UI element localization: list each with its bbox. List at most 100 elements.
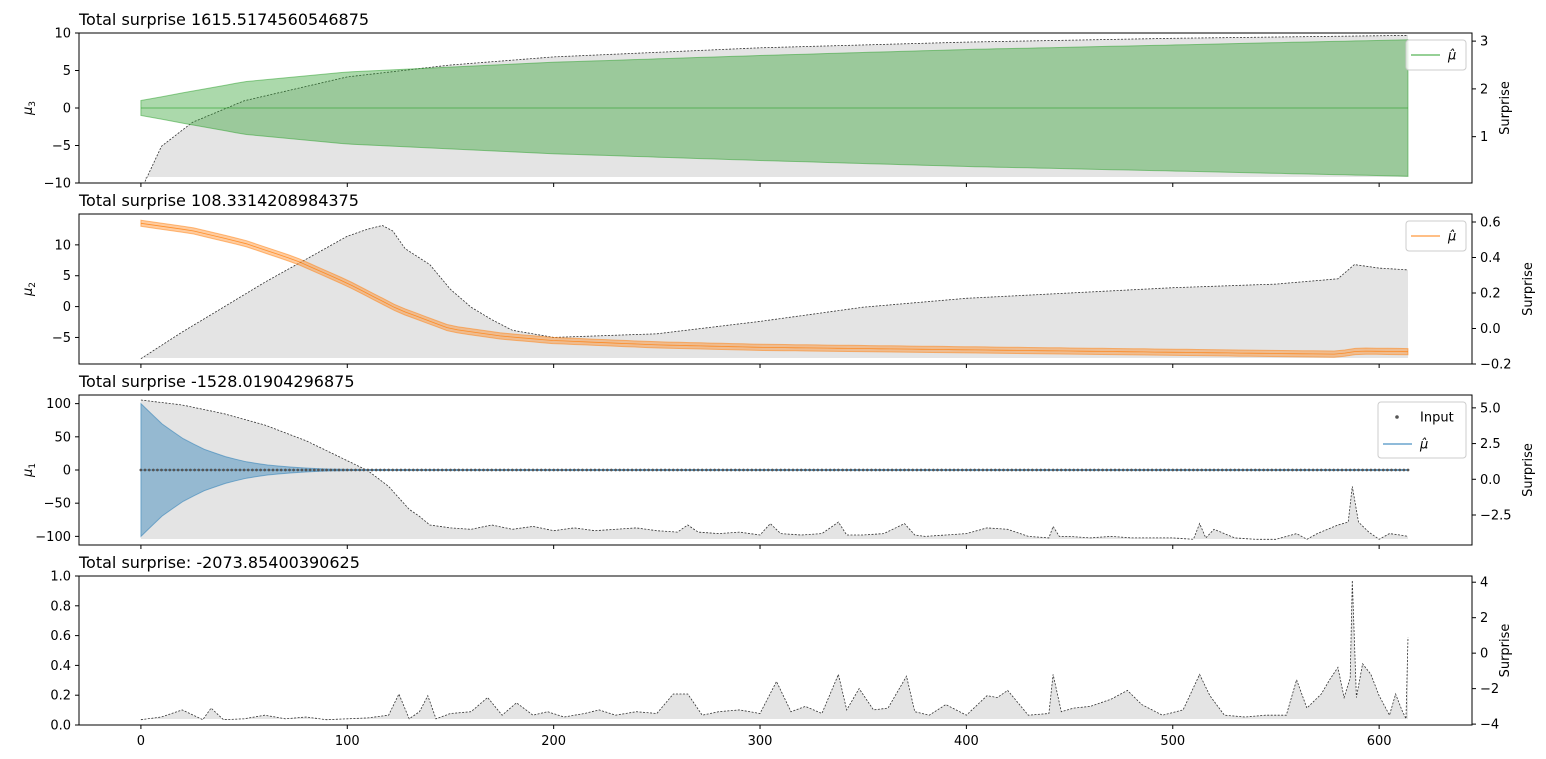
input-point [238, 468, 242, 472]
y-tick-label: 0.0 [50, 719, 71, 734]
input-point [164, 468, 168, 472]
input-point [263, 468, 267, 472]
input-point [436, 468, 440, 472]
input-point [366, 468, 370, 472]
input-point [1196, 468, 1199, 472]
y-tick-label: −10 [44, 177, 71, 192]
y2-tick-label: 2 [1480, 82, 1488, 97]
surprise-area [140, 580, 1409, 720]
input-point [1357, 468, 1360, 472]
mean-line [140, 222, 1409, 355]
input-point [577, 468, 580, 472]
input-point [1386, 468, 1389, 472]
input-point [1353, 468, 1356, 472]
input-point [502, 468, 506, 472]
surprise-area [140, 225, 1409, 359]
input-point [1398, 468, 1402, 472]
input-point [552, 468, 556, 472]
input-point [585, 468, 589, 472]
input-point [1026, 468, 1030, 472]
y2-tick-label: −4 [1480, 718, 1499, 733]
input-point [659, 468, 663, 472]
input-point [457, 468, 461, 472]
x-tick-label: 300 [748, 734, 773, 749]
y-tick-label: 10 [54, 238, 71, 253]
input-point [1249, 468, 1253, 472]
y-tick-label: 5 [63, 64, 71, 79]
input-point [634, 468, 638, 472]
input-point [618, 468, 622, 472]
y2-tick-label: 0.4 [1480, 251, 1501, 266]
y-tick-label: −100 [35, 530, 71, 545]
input-point [486, 468, 489, 472]
input-point [1344, 468, 1348, 472]
input-point [915, 468, 919, 472]
input-point [1117, 468, 1121, 472]
input-point [482, 468, 485, 472]
input-point [1229, 468, 1232, 472]
input-point [1332, 468, 1336, 472]
input-point [197, 468, 201, 472]
y-tick-label: 10 [54, 27, 71, 42]
input-point [832, 468, 836, 472]
input-point [783, 468, 787, 472]
input-point [1051, 468, 1055, 472]
input-point [267, 468, 271, 472]
input-points [139, 468, 1410, 472]
input-point [750, 468, 754, 472]
axes-frame [78, 213, 1473, 365]
y-tick-label: 50 [54, 430, 71, 445]
input-point [213, 468, 217, 472]
input-point [944, 468, 948, 472]
y-tick-label: 0.4 [50, 659, 71, 674]
input-point [572, 468, 576, 472]
input-point [1291, 468, 1294, 472]
y-axis-label: μ1 [21, 463, 38, 478]
input-point [705, 468, 708, 472]
input-point [304, 468, 308, 472]
input-point [189, 468, 192, 472]
input-point [663, 468, 667, 472]
input-point [325, 468, 328, 472]
input-point [176, 468, 180, 472]
y-tick-label: −5 [52, 331, 71, 346]
input-point [453, 468, 456, 472]
input-point [259, 468, 262, 472]
input-point [568, 468, 572, 472]
input-point [1059, 468, 1063, 472]
input-point [1039, 468, 1043, 472]
input-point [383, 468, 386, 472]
panel-2: Total surprise 108.3314208984375 −5 0 5 10 −0… [21, 191, 1536, 373]
y2-tick-label: −2 [1480, 682, 1499, 697]
input-point [1373, 468, 1377, 472]
input-point [717, 468, 721, 472]
y2-tick-label: 0.2 [1480, 286, 1501, 301]
input-point [395, 468, 399, 472]
input-point [1064, 468, 1067, 472]
input-point [333, 468, 337, 472]
input-point [758, 468, 762, 472]
input-point [1002, 468, 1005, 472]
input-point [899, 468, 902, 472]
y2-axis-label: Surprise [1521, 443, 1536, 497]
input-point [1286, 468, 1290, 472]
input-point [519, 468, 522, 472]
input-point [593, 468, 597, 472]
input-point [676, 468, 679, 472]
input-point [255, 468, 258, 472]
input-point [205, 468, 209, 472]
y-tick-label: 0.6 [50, 629, 71, 644]
input-point [709, 468, 712, 472]
input-point [952, 468, 956, 472]
input-point [544, 468, 547, 472]
input-point [1315, 468, 1319, 472]
y-tick-label: 0 [63, 102, 71, 117]
x-tick-label: 600 [1367, 734, 1392, 749]
input-point [1348, 468, 1352, 472]
input-point [160, 468, 163, 472]
input-point [1121, 468, 1125, 472]
legend-label: μ̂ [1447, 49, 1456, 64]
input-point [837, 468, 840, 472]
input-point [919, 468, 923, 472]
